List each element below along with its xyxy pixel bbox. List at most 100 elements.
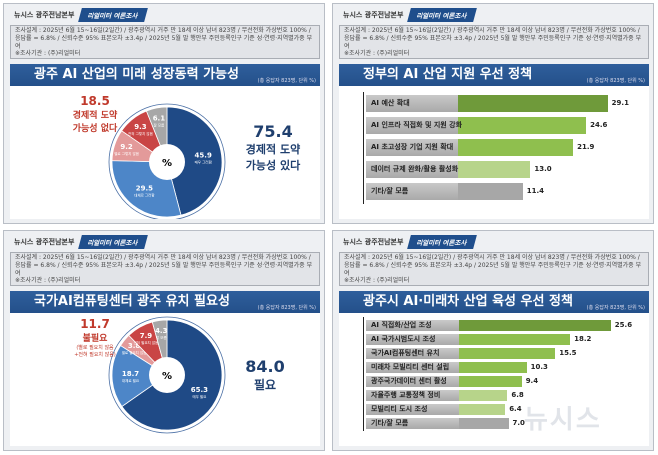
- panel-4: 뉴시스 광주전남본부 리얼미터 여론조사 조사설계 : 2025년 6월 15~…: [332, 230, 654, 451]
- bar-row: AI 초고성장 기업 지원 확대 21.9: [366, 139, 656, 156]
- survey-info: 조사설계 : 2025년 6월 15~16일(2일간) / 광주광역시 거주 만…: [339, 25, 649, 59]
- bar-axis: [363, 92, 364, 204]
- bar-row: 자율주행 교통정책 정비 6.8: [366, 390, 656, 401]
- bar-axis: [363, 317, 364, 431]
- slice-value-label: 9.3: [134, 123, 147, 131]
- org-label: 뉴시스 광주전남본부: [343, 238, 404, 246]
- bar-value-label: 9.4: [525, 377, 539, 385]
- positive-label-1: 경제적 도약: [245, 143, 301, 156]
- survey-text: 조사설계 : 2025년 6월 15~16일(2일간) / 광주광역시 거주 만…: [344, 254, 642, 277]
- watermark-logo: 뉴시스: [524, 405, 602, 435]
- bar-row: AI 예산 확대 29.1: [366, 95, 656, 112]
- pollster-tab: 리얼미터 여론조사: [78, 8, 149, 22]
- bar-row: 기타/잘 모름 7.0: [366, 418, 656, 429]
- bar-value-label: 29.1: [611, 99, 629, 107]
- panel-1: 뉴시스 광주전남본부 리얼미터 여론조사 조사설계 : 2025년 6월 15~…: [3, 3, 325, 224]
- unit-note: (총 응답자 823명, 단위 %): [257, 78, 316, 84]
- bar-category-label: AI 국가시범도시 조성: [371, 335, 436, 343]
- bar-value-label: 11.4: [526, 187, 544, 195]
- bar: [459, 404, 506, 415]
- pie-hole: [149, 144, 185, 180]
- bar-value-label: 24.6: [590, 121, 608, 129]
- pollster-tab: 리얼미터 여론조사: [78, 235, 149, 249]
- slice-category-label: 전혀 필요치 않음: [134, 340, 160, 345]
- survey-agency: ※조사기관 : (주)리얼미터: [344, 50, 410, 58]
- chart-title-bar: 광주시 AI·미래차 산업 육성 우선 정책 (총 응답자 823명, 단위 %…: [339, 291, 649, 313]
- survey-info: 조사설계 : 2025년 6월 15~16일(2일간) / 광주광역시 거주 만…: [10, 252, 320, 286]
- slice-category-label: 잘 모름: [154, 122, 166, 127]
- org-label: 뉴시스 광주전남본부: [14, 238, 75, 246]
- bar-row: AI 인프라 직접화 및 지원 강화 24.6: [366, 117, 656, 134]
- slice-category-label: 별로 필요치 않음: [122, 350, 148, 355]
- chart-title: 정부의 AI 산업 지원 우선 정책: [363, 67, 533, 82]
- bar: [458, 161, 531, 178]
- survey-info: 조사설계 : 2025년 6월 15~16일(2일간) / 광주광역시 거주 만…: [339, 252, 649, 286]
- slice-category-label: 대체로 그러함: [134, 193, 155, 198]
- bar: [459, 334, 571, 345]
- bar-category-label: AI 예산 확대: [371, 99, 410, 107]
- survey-text: 조사설계 : 2025년 6월 15~16일(2일간) / 광주광역시 거주 만…: [15, 254, 313, 277]
- bar-value-label: 21.9: [577, 143, 595, 151]
- bar-row: 미래차 모빌리티 센터 설립 10.3: [366, 362, 656, 373]
- bar: [458, 117, 587, 134]
- pollster-tab: 리얼미터 여론조사: [407, 235, 478, 249]
- positive-value: 75.4: [253, 122, 293, 141]
- slice-category-label: 매우 그러함: [195, 159, 213, 164]
- slice-value-label: 9.2: [120, 143, 133, 151]
- slice-value-label: 18.7: [122, 370, 139, 378]
- bar-label-bg: [366, 418, 509, 429]
- bar-row: 광주국가데이터 센터 활성 9.4: [366, 376, 656, 387]
- unit-note: (총 응답자 823명, 단위 %): [586, 78, 645, 84]
- bar-category-label: 기타/잘 모름: [371, 187, 409, 195]
- pollster-tab: 리얼미터 여론조사: [407, 8, 478, 22]
- bar: [459, 376, 522, 387]
- org-label: 뉴시스 광주전남본부: [14, 11, 75, 19]
- header-tabs: 뉴시스 광주전남본부 리얼미터 여론조사: [8, 7, 149, 23]
- bar-value-label: 7.0: [512, 419, 525, 427]
- bar-category-label: 모빌리티 도시 조성: [371, 405, 428, 413]
- slice-value-label: 3.8: [128, 342, 141, 350]
- header-tabs: 뉴시스 광주전남본부 리얼미터 여론조사: [337, 7, 478, 23]
- header-tabs: 뉴시스 광주전남본부 리얼미터 여론조사: [337, 234, 478, 250]
- bar-category-label: 데이터 규제 완화/활용 활성화: [371, 165, 459, 173]
- chart-title-bar: 광주 AI 산업의 미래 성장동력 가능성 (총 응답자 823명, 단위 %): [10, 64, 320, 86]
- survey-text: 조사설계 : 2025년 6월 15~16일(2일간) / 광주광역시 거주 만…: [15, 27, 313, 50]
- chart-body: AI 직접화/산업 조성 25.6 AI 국가시범도시 조성 18.2 국가AI…: [339, 313, 649, 446]
- positive-label-2: 가능성 있다: [245, 159, 301, 172]
- negative-value: 18.5: [80, 94, 110, 108]
- positive-summary: 75.4 경제적 도약 가능성 있다: [228, 122, 318, 173]
- bar-category-label: AI 초고성장 기업 지원 확대: [371, 143, 454, 151]
- negative-note-2: +전혀 필요치 않음): [74, 352, 116, 358]
- pie-slice: [166, 106, 223, 216]
- bar-category-label: AI 인프라 직접화 및 지원 강화: [371, 121, 463, 129]
- survey-agency: ※조사기관 : (주)리얼미터: [15, 50, 81, 58]
- bar-value-label: 18.2: [574, 335, 592, 343]
- bar-row: 데이터 규제 완화/활용 활성화 13.0: [366, 161, 656, 178]
- bar-category-label: 광주국가데이터 센터 활성: [371, 377, 447, 385]
- bar-category-label: 미래차 모빌리티 센터 설립: [371, 363, 450, 371]
- pie-center-label: %: [162, 158, 172, 169]
- negative-label-2: 가능성 없다: [72, 124, 118, 134]
- slice-category-label: 매우 필요: [192, 394, 207, 399]
- bar-label-bg: [366, 390, 508, 401]
- negative-value: 11.7: [80, 317, 110, 331]
- slice-value-label: 4.3: [155, 327, 168, 335]
- unit-note: (총 응답자 823명, 단위 %): [586, 305, 645, 311]
- panel-2: 뉴시스 광주전남본부 리얼미터 여론조사 조사설계 : 2025년 6월 15~…: [332, 3, 654, 224]
- unit-note: (총 응답자 823명, 단위 %): [257, 305, 316, 311]
- pie-slice: [111, 344, 168, 408]
- bar-value-label: 10.3: [530, 363, 548, 371]
- slice-value-label: 7.9: [140, 332, 153, 340]
- chart-title-bar: 국가AI컴퓨팅센터 광주 유치 필요성 (총 응답자 823명, 단위 %): [10, 291, 320, 313]
- negative-label-1: 경제적 도약: [72, 111, 118, 121]
- bar-category-label: 국가AI컴퓨팅센터 유치: [371, 349, 440, 357]
- slice-category-label: 잘 모름: [156, 335, 168, 340]
- negative-note-1: (별로 필요치 않음: [76, 345, 114, 351]
- positive-summary: 84.0 필요: [230, 357, 300, 393]
- bar-row: AI 직접화/산업 조성 25.6: [366, 320, 656, 331]
- org-label: 뉴시스 광주전남본부: [343, 11, 404, 19]
- slice-category-label: 대체로 필요: [122, 378, 140, 383]
- bar: [458, 183, 523, 200]
- survey-info: 조사설계 : 2025년 6월 15~16일(2일간) / 광주광역시 거주 만…: [10, 25, 320, 59]
